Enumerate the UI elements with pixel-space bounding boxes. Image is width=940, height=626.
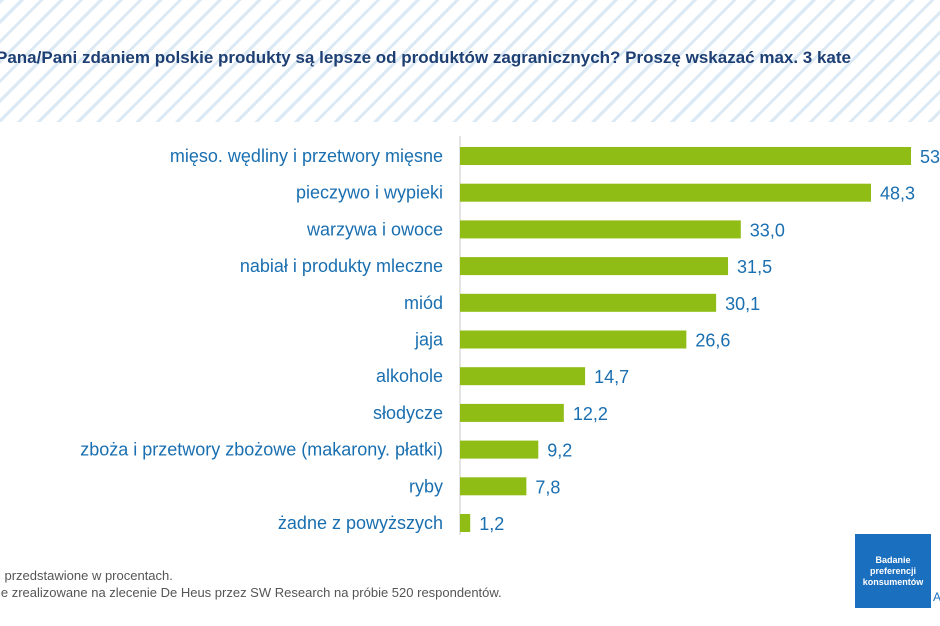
category-label: jaja	[414, 330, 444, 350]
value-label: 48,3	[880, 184, 915, 204]
value-label: 1,2	[479, 514, 504, 534]
category-label: alkohole	[376, 366, 443, 386]
category-label: ryby	[409, 476, 443, 496]
category-label: pieczywo i wypieki	[296, 183, 443, 203]
survey-badge: Badanie preferencji konsumentów	[855, 534, 931, 608]
value-label: 12,2	[573, 404, 608, 424]
bar	[460, 257, 729, 276]
bar	[460, 477, 527, 496]
value-label: 9,2	[547, 441, 572, 461]
value-label: 26,6	[695, 331, 730, 351]
badge-line-3: konsumentów	[862, 576, 924, 587]
bar	[460, 183, 872, 202]
bar	[460, 147, 911, 165]
badge-line-1: Badanie	[875, 554, 911, 565]
bar	[460, 220, 741, 239]
bar	[460, 367, 586, 386]
category-label: żadne z powyższych	[278, 513, 443, 533]
bar	[460, 293, 717, 312]
category-label: słodycze	[373, 403, 443, 423]
header-band: Pana/Pani zdaniem polskie produkty są le…	[0, 0, 940, 122]
bar	[460, 330, 687, 349]
footnote-1: i przedstawione w procentach.	[0, 568, 173, 583]
footnote-2: ie zrealizowane na zlecenie De Heus prze…	[0, 585, 502, 600]
category-label: zboża i przetwory zbożowe (makarony. pła…	[80, 440, 443, 460]
bar	[460, 403, 564, 422]
value-label: 53	[920, 147, 940, 167]
value-label: 7,8	[535, 477, 560, 497]
badge-line-2: preferencji	[869, 565, 917, 576]
category-label: miód	[404, 293, 443, 313]
value-label: 33,0	[750, 220, 785, 240]
value-label: 14,7	[594, 367, 629, 387]
bar-chart: mięso. wędliny i przetwory mięsne 53 piecz…	[80, 136, 940, 535]
value-label: 30,1	[725, 294, 760, 314]
category-label: nabiał i produkty mleczne	[240, 256, 443, 276]
chart-question-title: Pana/Pani zdaniem polskie produkty są le…	[0, 48, 852, 67]
category-label: mięso. wędliny i przetwory mięsne	[170, 146, 443, 166]
value-label: 31,5	[737, 257, 772, 277]
category-label: warzywa i owoce	[306, 219, 443, 239]
corner-mark: A	[933, 590, 940, 604]
bar	[460, 440, 539, 459]
footnotes: i przedstawione w procentach. ie zrealiz…	[0, 567, 502, 601]
bar	[460, 514, 471, 532]
